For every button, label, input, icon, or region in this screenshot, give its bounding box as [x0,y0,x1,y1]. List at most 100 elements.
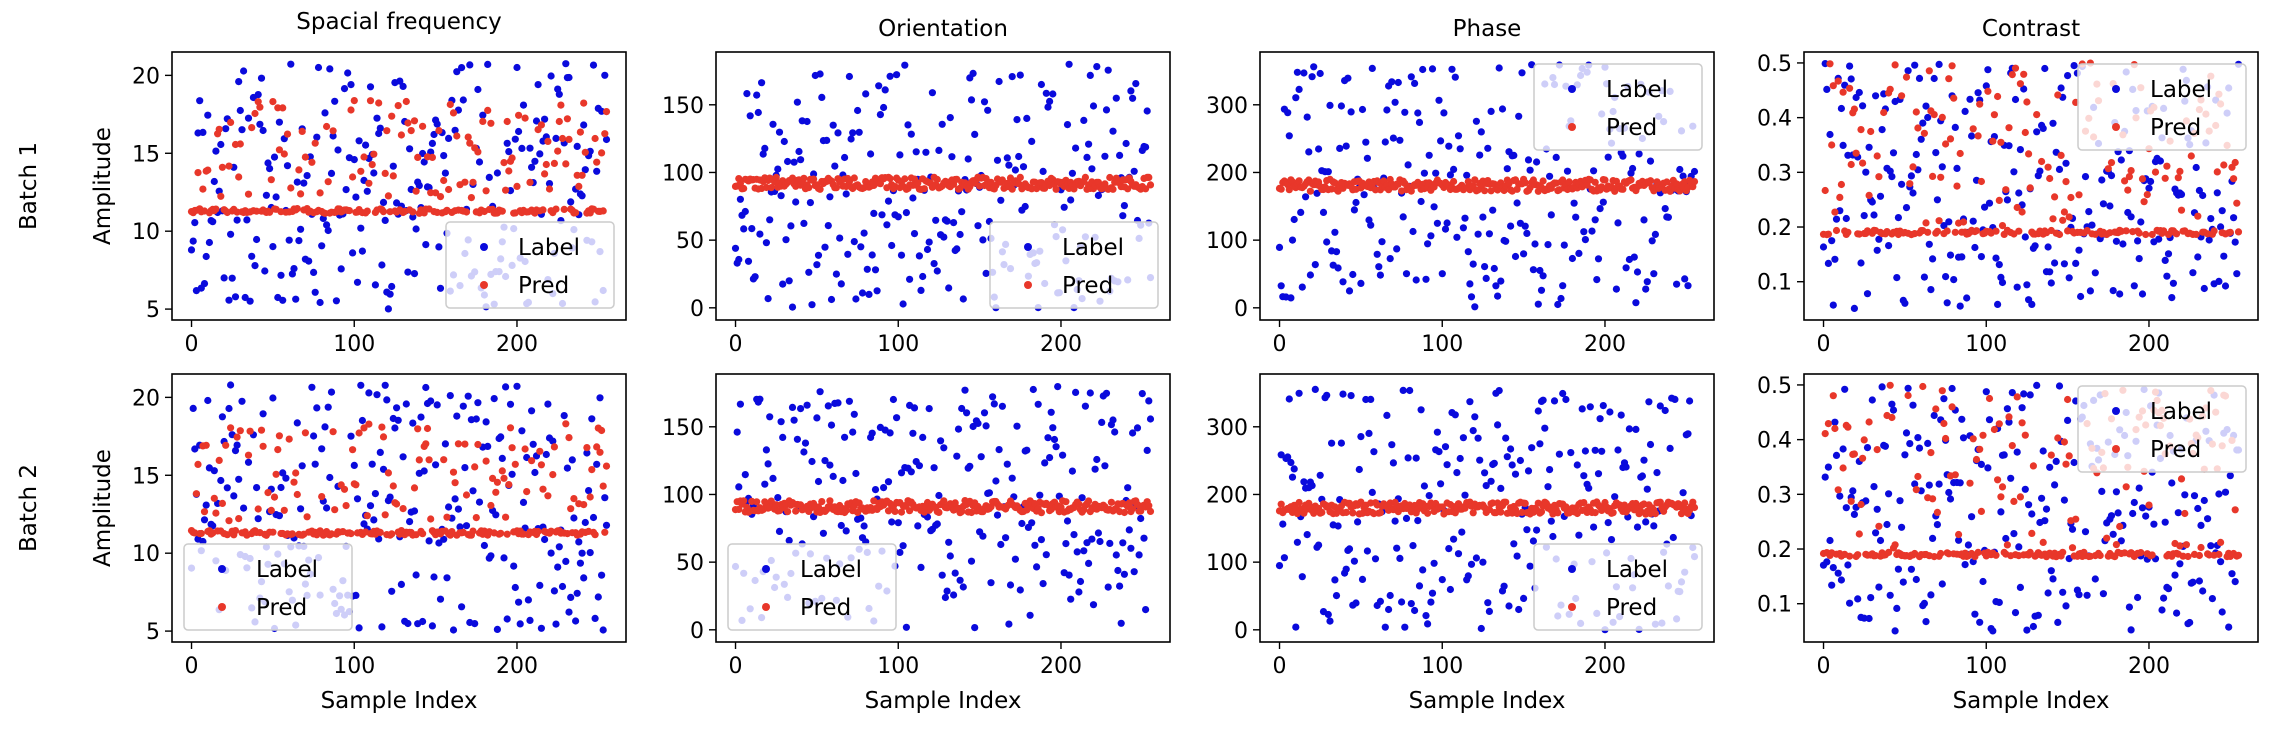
pred-point [1951,228,1959,236]
pred-point [2054,91,2062,99]
pred-point [285,435,293,443]
pred-point [355,429,363,437]
label-point [1404,161,1412,169]
data-points [187,381,611,634]
label-point [572,617,580,625]
label-point [1019,163,1028,171]
pred-point [1989,137,1997,145]
label-point [1617,411,1625,419]
label-point [1469,260,1477,268]
pred-point [2195,551,2203,560]
label-point [259,410,267,418]
pred-point [1836,193,1844,201]
label-point [511,135,519,143]
pred-point [593,158,601,166]
label-point [1052,443,1060,451]
label-point [1831,255,1839,263]
pred-point [1914,472,1922,481]
label-point [1907,565,1915,573]
label-point [1005,161,1013,169]
label-point [1415,582,1424,590]
x-tick-label: 200 [2128,332,2170,357]
label-point [1140,534,1148,542]
label-point [1489,206,1497,214]
label-point [469,487,477,495]
label-point [788,403,797,411]
label-point [578,192,586,200]
label-point [482,418,490,426]
label-point [412,225,420,233]
label-point [1977,253,1985,261]
label-point [487,552,495,560]
label-point [1371,555,1380,563]
label-point [1635,150,1643,158]
label-point [894,519,902,527]
label-point [1342,142,1350,150]
label-point [917,286,925,294]
pred-point [2151,168,2160,176]
pred-point [2002,186,2010,194]
pred-point [784,508,792,516]
label-point [601,71,609,79]
label-point [1894,214,1902,222]
pred-point [482,457,490,465]
label-point [1368,488,1376,496]
label-point [1594,255,1603,263]
pred-point [1832,226,1841,235]
label-point [321,109,329,117]
label-point [2171,571,2179,579]
label-point [1344,74,1352,82]
label-point [1034,400,1042,408]
label-point [329,132,337,140]
pred-point [2016,80,2024,88]
label-point [1901,451,1909,459]
label-point [2051,481,2059,489]
label-point [1011,166,1020,174]
pred-point [1850,450,1858,458]
pred-point [1295,177,1303,185]
label-point [1424,240,1432,248]
label-point [775,527,784,536]
label-point [1536,440,1544,448]
label-point [1837,576,1845,584]
label-point [829,121,837,129]
pred-point [544,137,552,145]
pred-point [1844,423,1852,431]
pred-point [1651,509,1659,518]
label-point [331,97,339,105]
label-point [1466,280,1474,288]
label-point [220,274,228,282]
label-point [1959,434,1968,442]
label-point [1511,470,1520,478]
pred-point [414,153,422,161]
label-point [766,216,774,224]
label-point [2005,418,2013,426]
label-point [440,535,448,543]
label-point [1485,230,1493,238]
label-point [733,428,741,436]
label-point [1308,73,1316,81]
label-point [1629,164,1637,173]
label-point [205,238,213,247]
pred-point [1859,454,1867,462]
pred-point [596,448,604,456]
label-point [1841,385,1849,393]
label-point [358,416,366,425]
label-point [1127,544,1135,552]
label-point [966,462,974,470]
label-point [342,186,350,194]
pred-point [2177,206,2186,214]
pred-point [2194,212,2202,220]
label-point [406,518,414,526]
row-label-batch-2: Batch 2 [16,464,42,552]
pred-point [565,434,573,442]
pred-point [384,469,392,477]
label-point [1590,167,1598,175]
label-point [240,504,248,512]
label-point [784,157,792,166]
label-point [803,117,811,126]
label-point [1490,459,1498,467]
label-point [536,150,544,158]
